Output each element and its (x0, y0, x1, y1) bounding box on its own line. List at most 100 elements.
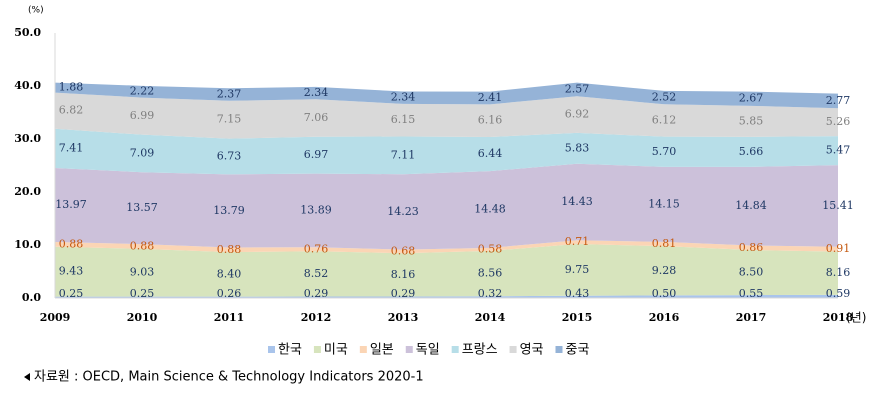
x-tick-label: 2015 (562, 311, 593, 324)
x-tick-label: 2012 (301, 311, 332, 324)
value-label: 0.76 (304, 242, 329, 255)
value-label: 6.44 (478, 147, 503, 160)
value-label: 5.83 (565, 141, 590, 154)
value-label: 2.34 (391, 91, 416, 104)
value-label: 8.16 (826, 266, 851, 279)
value-label: 0.88 (217, 243, 242, 256)
value-label: 8.50 (739, 266, 764, 279)
area (55, 294, 838, 298)
legend-swatch (405, 346, 413, 353)
legend-label: 한국 (278, 343, 302, 358)
y-tick-label: 0.0 (22, 291, 41, 304)
value-label: 9.43 (59, 265, 84, 278)
x-tick-label: 2010 (127, 311, 158, 324)
value-label: 9.28 (652, 264, 677, 277)
value-label: 0.71 (565, 235, 590, 248)
value-label: 6.73 (217, 150, 242, 163)
legend-swatch (451, 346, 459, 353)
x-tick-label: 2016 (649, 311, 680, 324)
y-tick-label: 20.0 (14, 185, 41, 198)
value-label: 6.97 (304, 148, 329, 161)
area (55, 92, 838, 139)
value-label: 13.89 (300, 203, 332, 216)
value-label: 6.15 (391, 113, 416, 126)
value-label: 0.26 (217, 287, 242, 300)
value-label: 13.57 (126, 201, 158, 214)
value-label: 8.56 (478, 267, 503, 280)
value-label: 6.99 (130, 109, 155, 122)
source: 자료원 : OECD, Main Science & Technology In… (34, 370, 424, 385)
value-label: 6.82 (59, 104, 84, 117)
value-label: 0.50 (652, 287, 677, 300)
value-label: 14.23 (387, 205, 419, 218)
value-label: 0.25 (130, 287, 155, 300)
value-label: 15.41 (822, 199, 854, 212)
value-label: 1.88 (59, 81, 84, 94)
value-label: 7.09 (130, 146, 155, 159)
y-tick-label: 40.0 (14, 79, 41, 92)
value-label: 2.67 (739, 92, 764, 105)
value-label: 0.29 (304, 287, 329, 300)
x-tick-label: 2018 (823, 311, 854, 324)
area (55, 128, 838, 175)
value-label: 0.25 (59, 287, 84, 300)
value-label: 7.06 (304, 111, 329, 124)
value-label: 8.52 (304, 267, 329, 280)
value-label: 0.43 (565, 287, 590, 300)
value-label: 2.41 (478, 91, 503, 104)
x-tick-label: 2009 (40, 311, 71, 324)
value-label: 8.40 (217, 267, 242, 280)
value-label: 7.11 (391, 148, 416, 161)
area (55, 240, 838, 254)
value-label: 13.97 (55, 198, 87, 211)
bullet-icon (24, 373, 30, 381)
value-label: 5.47 (826, 144, 851, 157)
legend-label: 일본 (370, 343, 394, 358)
value-label: 6.12 (652, 113, 677, 126)
value-label: 5.66 (739, 145, 764, 158)
value-label: 9.03 (130, 266, 155, 279)
value-label: 8.16 (391, 268, 416, 281)
value-label: 0.68 (391, 244, 416, 257)
value-label: 0.88 (59, 237, 84, 250)
value-label: 5.70 (652, 145, 677, 158)
legend-label: 독일 (416, 343, 440, 358)
value-label: 7.41 (59, 141, 84, 154)
value-label: 0.58 (478, 242, 503, 255)
legend-swatch (509, 346, 517, 353)
value-label: 0.59 (826, 287, 851, 300)
legend-swatch (555, 346, 563, 353)
legend-swatch (313, 346, 321, 353)
value-label: 2.22 (130, 85, 155, 98)
value-label: 0.29 (391, 287, 416, 300)
value-label: 5.26 (826, 115, 851, 128)
legend-label: 중국 (566, 343, 590, 358)
x-tick-label: 2017 (736, 311, 767, 324)
x-tick-label: 2013 (388, 311, 419, 324)
unit-label: (%) (28, 6, 44, 16)
value-label: 7.15 (217, 113, 242, 126)
value-label: 2.34 (304, 86, 329, 99)
value-label: 13.79 (213, 204, 245, 217)
value-label: 14.15 (648, 197, 680, 210)
value-label: 9.75 (565, 263, 590, 276)
legend-swatch (268, 346, 275, 353)
area (55, 244, 838, 297)
area (55, 163, 838, 250)
value-label: 0.91 (826, 242, 851, 255)
value-label: 0.86 (739, 241, 764, 254)
legend-label: 미국 (324, 343, 348, 358)
value-label: 6.16 (478, 114, 503, 127)
y-tick-label: 10.0 (14, 238, 41, 251)
x-tick-label: 2011 (214, 311, 245, 324)
legend-label: 영국 (520, 343, 544, 358)
y-tick-label: 30.0 (14, 132, 41, 145)
value-label: 2.37 (217, 88, 242, 101)
value-label: 0.81 (652, 237, 677, 250)
value-label: 0.88 (130, 239, 155, 252)
value-label: 2.77 (826, 94, 851, 107)
legend-swatch (359, 346, 367, 353)
value-label: 6.92 (565, 108, 590, 121)
value-label: 14.84 (735, 199, 767, 212)
